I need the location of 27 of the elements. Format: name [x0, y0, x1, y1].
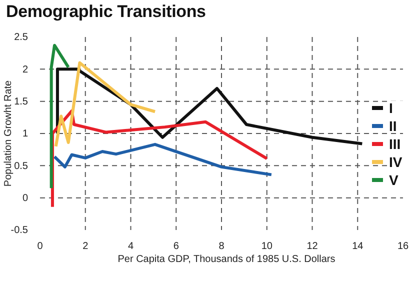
y-tick-label: 0 [22, 193, 28, 204]
x-tick-label: 10 [261, 241, 273, 252]
line-series [56, 68, 364, 146]
x-tick-label: 2 [82, 241, 89, 252]
x-tick-label: 12 [306, 241, 318, 252]
x-tick-label: 8 [218, 241, 225, 252]
y-tick-label: -0.5 [10, 225, 28, 236]
y-tick-label: 1.5 [14, 96, 28, 108]
y-tick-label: 0.5 [14, 160, 28, 172]
y-tick-label: 2 [22, 64, 28, 76]
legend-label: V [389, 172, 399, 188]
line-series [53, 142, 273, 176]
y-tick-label: 2.5 [14, 32, 28, 44]
legend-label: IV [389, 154, 403, 170]
line-series [54, 61, 157, 148]
x-tick-label: 6 [173, 241, 180, 252]
x-tick-label: 4 [128, 241, 134, 252]
y-axis-title: Population Growht Rate [3, 80, 14, 187]
legend-label: I [389, 100, 393, 116]
legend-label: II [389, 118, 397, 134]
x-tick-label: 16 [397, 241, 409, 252]
x-tick-label: 0 [37, 241, 44, 252]
x-axis-title: Per Capita GDP, Thousands of 1985 U.S. Dollars [118, 254, 336, 265]
legend-label: III [389, 136, 401, 152]
chart-title: Demographic Transitions [6, 2, 206, 21]
x-tick-label: 14 [352, 241, 364, 252]
y-tick-label: 1 [22, 128, 28, 140]
